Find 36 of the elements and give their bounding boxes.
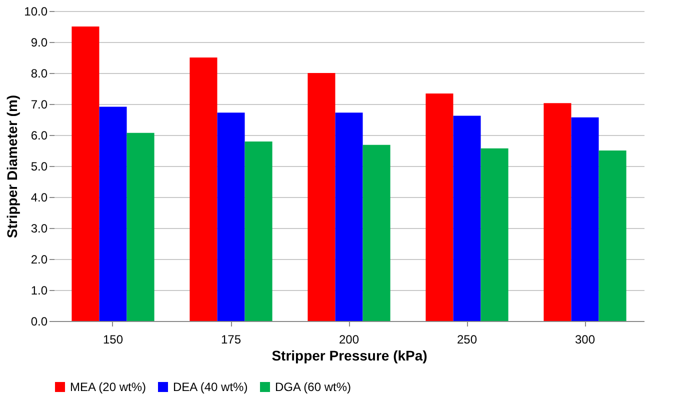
x-tick-label: 300 (574, 332, 596, 346)
bar (72, 26, 100, 321)
bar (453, 116, 481, 321)
y-tick-label: 3.0 (30, 222, 48, 236)
legend-label: DGA (60 wt%) (275, 380, 352, 394)
legend-label: MEA (20 wt%) (70, 380, 146, 394)
bar (244, 142, 272, 321)
bar (426, 93, 454, 321)
x-tick-label: 200 (338, 332, 360, 346)
y-tick-label: 6.0 (30, 128, 48, 142)
y-tick-label: 7.0 (30, 98, 48, 112)
bar (571, 117, 599, 321)
y-tick-label: 1.0 (30, 284, 48, 298)
x-tick-label: 250 (456, 332, 478, 346)
y-tick-label: 8.0 (30, 66, 48, 80)
y-tick-label: 0.0 (30, 314, 48, 328)
bar (480, 148, 508, 321)
x-tick-label: 150 (102, 332, 124, 346)
y-tick-label: 2.0 (30, 252, 48, 266)
y-tick-label: 5.0 (30, 160, 48, 174)
bar (217, 112, 245, 321)
bar (308, 73, 336, 321)
bar (598, 150, 626, 321)
bar (544, 103, 572, 321)
bar (126, 132, 154, 321)
x-tick-label: 175 (220, 332, 242, 346)
bar (99, 106, 127, 321)
y-tick-label: 4.0 (30, 190, 48, 204)
legend-label: DEA (40 wt%) (173, 380, 248, 394)
bar (190, 58, 218, 321)
y-tick-label: 9.0 (30, 36, 48, 50)
bar (335, 112, 363, 321)
x-axis-title: Stripper Pressure (kPa) (272, 348, 428, 364)
y-axis-title: Stripper Diameter (m) (4, 94, 20, 238)
bar (362, 144, 390, 321)
y-tick-label: 10.0 (24, 4, 48, 18)
